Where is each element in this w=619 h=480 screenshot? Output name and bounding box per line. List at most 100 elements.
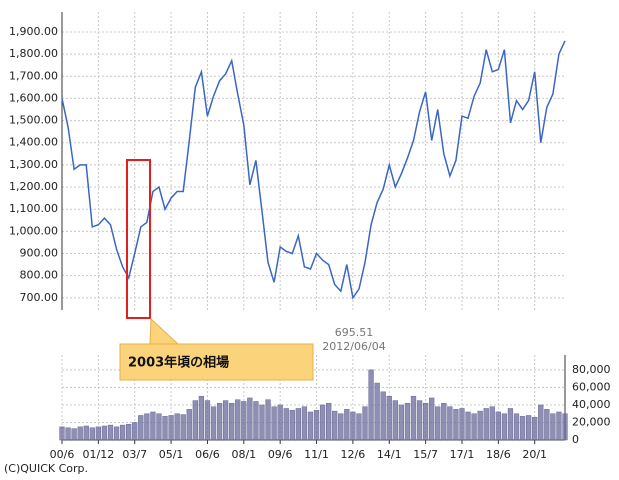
x-tick-label: 18/6 [486,448,511,461]
bar [241,401,247,441]
bar [235,399,241,441]
bar [429,397,435,441]
bar [562,413,568,441]
bar [550,413,556,441]
bar [422,402,429,441]
bar [338,413,344,441]
bar [319,404,326,441]
y-tick-label: 0 [572,433,579,446]
bar [313,409,320,441]
bar [344,409,350,441]
bar [265,399,271,441]
bar [83,425,89,441]
line [61,40,566,300]
bar [416,400,423,441]
bar [119,424,126,441]
bar [289,409,295,441]
bar [180,414,186,441]
bar [380,391,386,441]
bar [332,410,338,441]
bar [59,426,65,441]
y-tick-label: 1,500.00 [9,114,58,127]
bar [295,408,301,441]
bar [501,413,508,441]
bar [392,400,398,441]
y-tick-label: 80,000 [572,363,611,376]
callout-box [119,343,314,381]
bar [532,416,538,441]
bar [556,411,562,441]
bar [410,395,417,441]
bar [283,408,289,441]
x-tick-label: 17/1 [450,448,475,461]
bar [356,413,362,441]
bar [483,408,489,441]
bar [459,408,465,441]
bar [519,416,526,441]
bar [162,416,168,441]
bar [471,413,477,441]
x-tick-label: 12/6 [341,448,366,461]
bar [156,413,162,441]
annotation: 695.51 [335,326,374,339]
y-tick-label: 1,100.00 [9,202,58,215]
x-tick-label: 09/6 [268,448,293,461]
bar [174,413,180,441]
bar [404,402,411,441]
x-tick-label: 05/1 [159,448,184,461]
bar [168,415,174,441]
y-tick-label: 1,900.00 [9,25,58,38]
bar [198,395,205,441]
x-tick-label: 00/6 [50,448,75,461]
footer: (C)QUICK Corp. [4,462,88,475]
bar [89,427,95,441]
bar [453,409,459,441]
x-tick-label: 06/6 [195,448,220,461]
bar [386,395,392,441]
bar [271,406,277,441]
x-tick-label: 14/1 [377,448,402,461]
y-tick-label: 900.00 [20,247,59,260]
y-tick-label: 1,700.00 [9,69,58,82]
bar [398,404,405,441]
callout-pointer [149,317,180,345]
bar [132,422,138,441]
bar [538,404,544,441]
y-tick-label: 1,300.00 [9,158,58,171]
bar [77,426,83,441]
y-tick-label: 700.00 [20,291,59,304]
y-tick-label: 800.00 [20,269,59,282]
bar [495,411,501,441]
bar [216,402,223,441]
bar [253,401,259,441]
bar [513,413,520,441]
bar [465,411,471,441]
x-tick-label: 20/1 [522,448,547,461]
bar [229,402,235,441]
bar [126,423,132,441]
bar [362,406,368,441]
bar [222,400,229,441]
y-tick-label: 40,000 [572,398,611,411]
x-tick-label: 03/7 [122,448,147,461]
x-tick-label: 08/1 [231,448,256,461]
y-tick-label: 1,200.00 [9,180,58,193]
bar [307,411,314,441]
x-tick-label: 01/12 [83,448,115,461]
y-tick-label: 1,600.00 [9,91,58,104]
bar [259,404,265,441]
bar [113,426,120,441]
bar [144,413,150,441]
bar [210,406,217,441]
bar [247,397,253,441]
x-tick-label: 15/7 [413,448,438,461]
y-tick-label: 1,800.00 [9,47,58,60]
bar [138,415,144,441]
bar [71,428,77,441]
bar [65,427,71,441]
bar [489,406,495,441]
bar [277,404,283,441]
y-tick-label: 1,400.00 [9,136,58,149]
bar [301,406,308,441]
highlight-box [126,159,151,319]
